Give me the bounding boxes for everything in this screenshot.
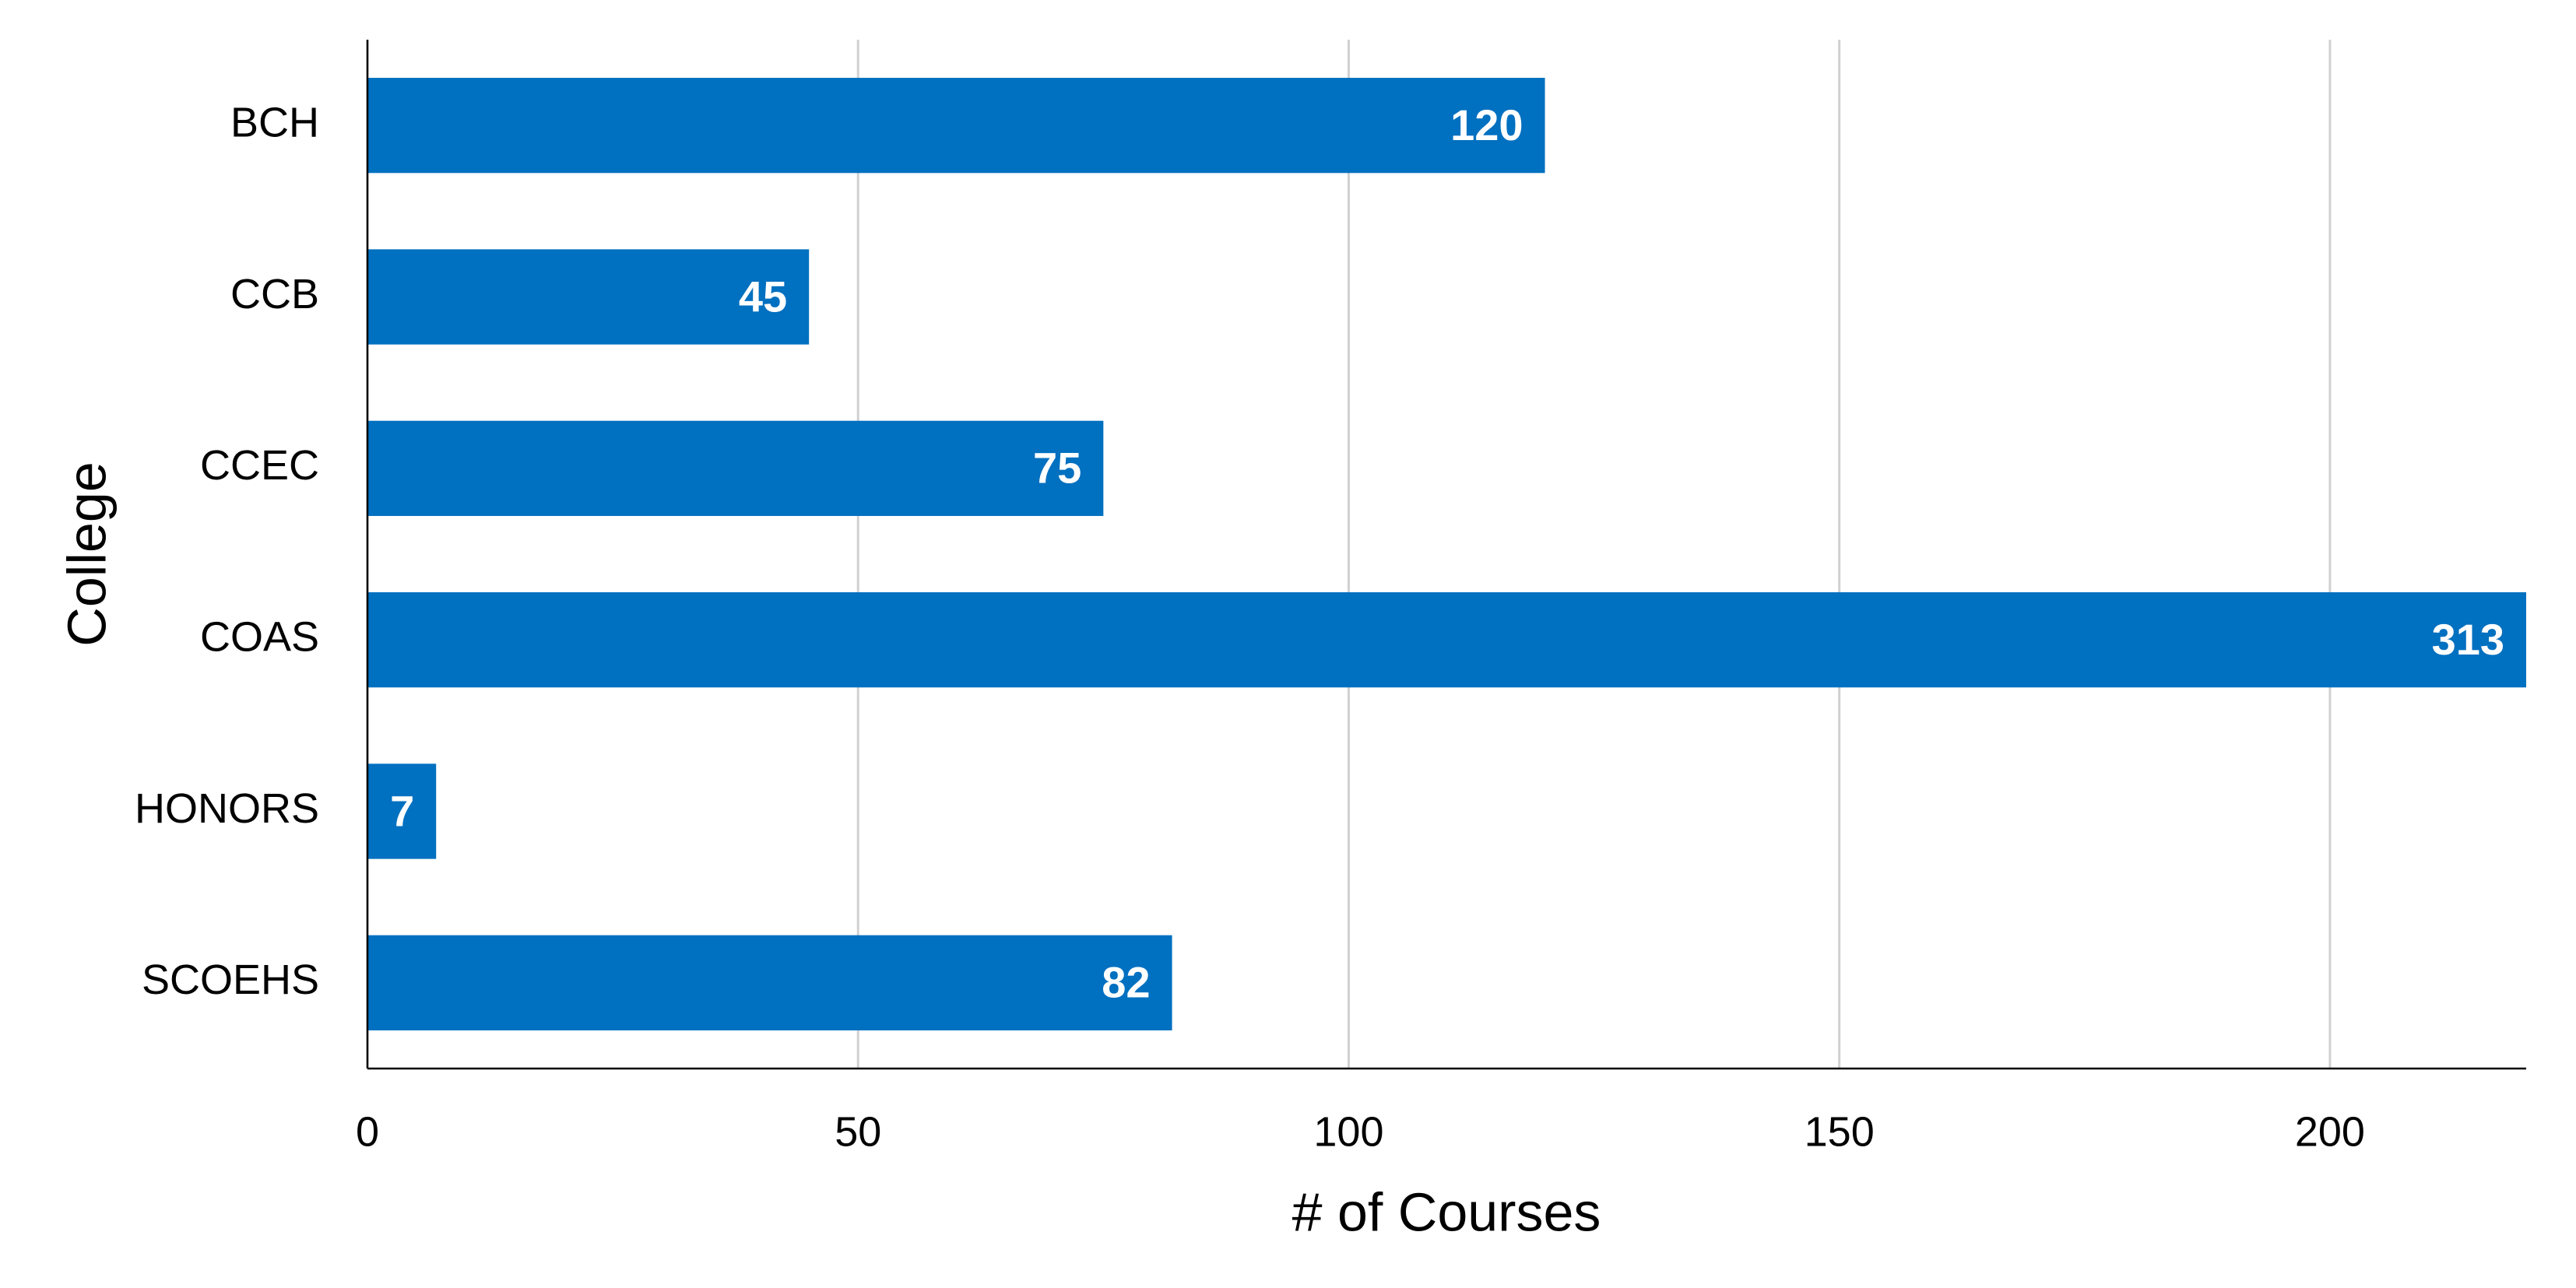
value-label: 75 [1033,444,1081,493]
y-tick-label: HONORS [135,785,319,832]
value-label: 120 [1450,100,1523,149]
bar [367,420,1104,516]
value-label: 313 [2432,615,2504,664]
bar [367,592,2526,688]
bar [367,935,1172,1030]
bar [367,763,437,859]
x-tick-label: 200 [2295,1108,2365,1155]
y-tick-label: CCB [230,271,319,318]
y-tick-label: COAS [200,613,319,660]
value-label: 82 [1102,958,1150,1007]
value-label: 45 [739,272,787,321]
grid [366,40,2332,1069]
bar [367,78,1545,174]
x-axis-title: # of Courses [1292,1181,1601,1242]
labels: 0 50 100 150 200 BCH 120 CCB 45 CCEC 75 COAS 313 HONO… [135,40,2526,1155]
x-tick-label: 150 [1805,1108,1875,1155]
y-axis-title: College [56,462,117,646]
bars [367,78,2526,1030]
bar [367,249,810,345]
y-tick-label: CCEC [200,442,319,489]
x-tick-label: 100 [1313,1108,1383,1155]
y-tick-label: SCOEHS [142,956,319,1003]
value-label: 7 [390,786,414,835]
x-tick-label: 50 [835,1108,881,1155]
y-tick-label: BCH [230,99,319,146]
x-tick-label: 0 [356,1108,379,1155]
